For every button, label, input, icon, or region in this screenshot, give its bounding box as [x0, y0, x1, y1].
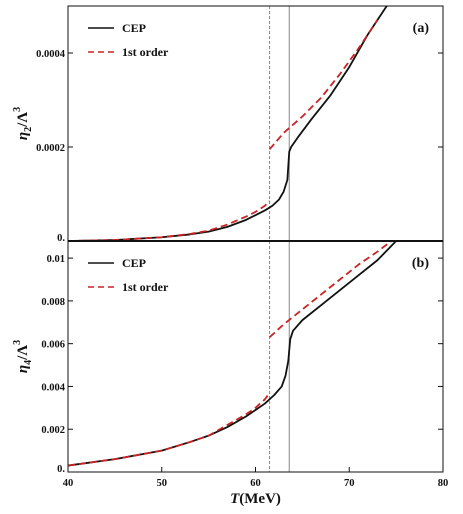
panel-1-legend-1-label: 1st order	[122, 280, 169, 294]
panel-0-ytick-label-2: 0.0004	[36, 49, 66, 60]
panel-0-series-group	[68, 6, 388, 241]
panel-1-ylabel-sub: 4	[23, 360, 34, 365]
panel-1-xlabel-rest: (MeV)	[239, 491, 281, 507]
panel-0-legend-1-label: 1st order	[122, 45, 169, 59]
panel-1-series-2-line	[268, 241, 392, 338]
panel-1-series-group	[68, 241, 397, 467]
panel-1-ytick-label-4: 0.008	[41, 297, 65, 308]
panel-0-legend-0-label: CEP	[122, 21, 146, 35]
panel-1-ylabel-main: η	[15, 365, 31, 373]
panel-0-series-0-line	[68, 6, 388, 241]
panel-1-xtick-label-3: 70	[344, 478, 355, 489]
panel-0-series-1-line	[68, 200, 271, 241]
panel-1-xtick-label-1: 50	[157, 478, 168, 489]
panel-1-ylabel-rest: /Λ	[15, 345, 31, 361]
panel-1-xlabel: T(MeV)	[230, 491, 281, 507]
panel-1-xlabel-main: T	[230, 491, 240, 507]
panel-0-ylabel-main: η	[15, 132, 31, 140]
panel-0-ylabel: η2/Λ3	[12, 107, 34, 140]
panel-0-ylabel-rest: /Λ	[15, 112, 31, 128]
panel-1-series-0-line	[68, 241, 397, 467]
panel-1-ytick-label-0: 0.	[57, 464, 65, 475]
panel-1-xtick-label-0: 40	[63, 478, 74, 489]
panel-0-series-2-line	[268, 19, 379, 150]
panel-0-frame	[67, 5, 444, 242]
panel-0-ytick-label-0: 0.	[57, 233, 65, 244]
panel-1-ytick-label-2: 0.004	[41, 382, 65, 393]
panel-1-xtick-label-4: 80	[438, 478, 449, 489]
panel-1-ylabel-sup: 3	[12, 340, 23, 345]
panel-1-ytick-label-1: 0.002	[41, 425, 65, 436]
panel-0-ytick-label-1: 0.0002	[36, 143, 65, 154]
panel-1-frame	[67, 240, 444, 473]
panel-0-ylabel-sup: 3	[12, 107, 23, 112]
panel-1-series-1-line	[68, 392, 271, 467]
panel-1-xtick-label-2: 60	[250, 478, 261, 489]
panel-0-label: (a)	[413, 21, 430, 36]
panel-0-ylabel-sub: 2	[23, 127, 34, 132]
panel-1-label: (b)	[412, 256, 429, 271]
panel-1-legend-0-label: CEP	[122, 256, 146, 270]
panel-1-ylabel: η4/Λ3	[12, 340, 34, 373]
panel-1-ytick-label-5: 0.01	[47, 254, 65, 265]
panel-1-ytick-label-3: 0.006	[41, 340, 65, 351]
